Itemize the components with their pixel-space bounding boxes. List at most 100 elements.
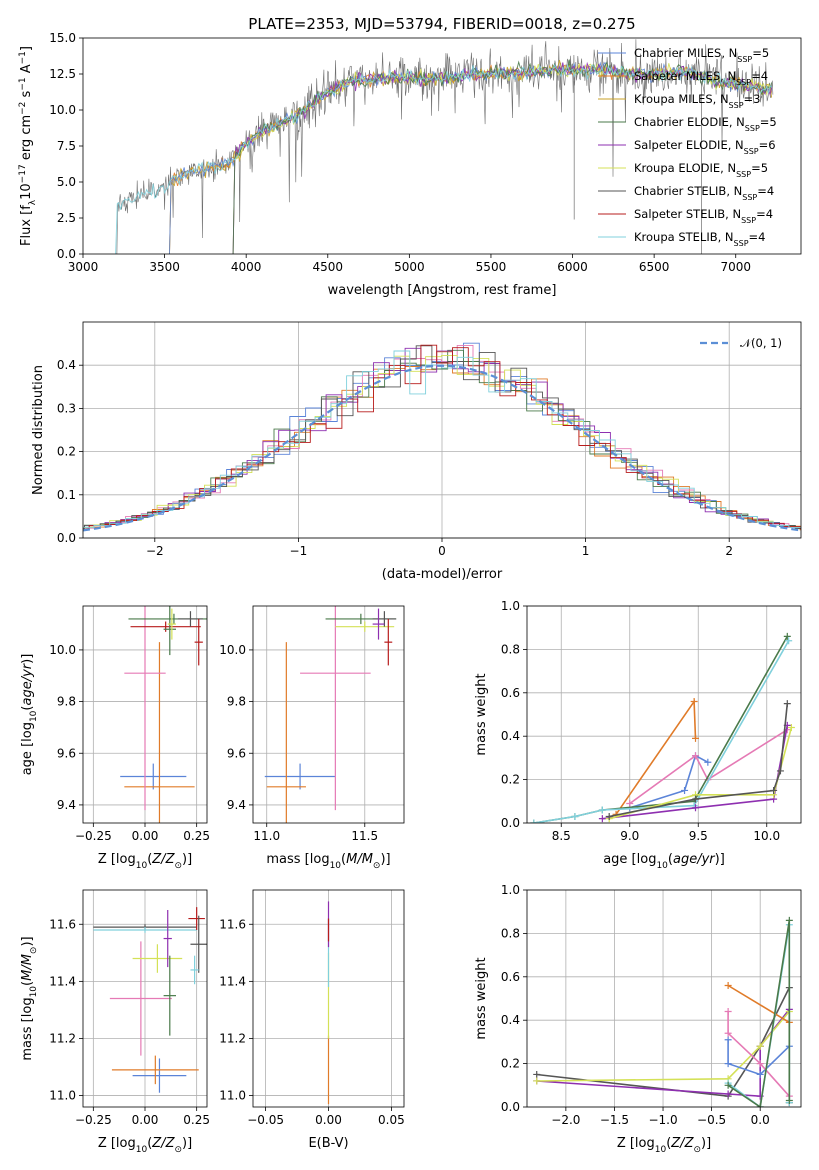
weight-point-7-0 [724,1081,732,1089]
x-axis-label: (data-model)/error [382,567,503,582]
x-axis-label: Z [log10(Z/Z⊙)] [98,852,192,871]
x-tick-label-4: 0.0 [751,1113,770,1127]
histograms [83,342,801,532]
weight-point-5-0 [724,1008,732,1016]
x-tick-label-1: 0.00 [132,1113,159,1127]
model-line-kroupa-miles [169,59,773,254]
x-tick-label-0: 3000 [68,260,99,274]
x-tick-label-1: 11.5 [351,829,378,843]
x-tick-label-7: 6500 [639,260,670,274]
y-tick-label-0: 9.4 [57,798,76,812]
y-tick-label-0: 0.0 [501,1100,520,1114]
legend-label-4: Salpeter ELODIE, NSSP=6 [634,138,776,156]
ticks: −2.0 −1.5 −1.0 −0.5 0.0 0.0 0.2 0.4 0.6 0.8 1.0 [501,883,770,1127]
y-tick-label-3: 11.6 [219,917,246,931]
x-tick-label-0: 8.5 [552,829,571,843]
x-tick-label-0: −2.0 [551,1113,580,1127]
x-tick-label-3: 4500 [312,260,343,274]
x-tick-label-4: 2 [725,544,733,558]
y-tick-label-2: 0.2 [57,445,76,459]
observed-spectrum-line [115,39,774,254]
axes-frame [252,889,405,1108]
weight-point-7-0 [605,812,613,820]
ticks: −0.25 0.00 0.25 11.0 11.2 11.4 11.6 [49,917,210,1127]
chart-title: PLATE=2353, MJD=53794, FIBERID=0018, z=0… [248,15,635,33]
weight-point-5-2 [756,1060,764,1068]
weight-point-2-1 [692,752,700,760]
weight-series-7 [727,920,791,1107]
ticks: 8.5 9.0 9.5 10.0 0.0 0.2 0.4 0.6 0.8 1.0 [501,599,780,843]
weight-point-5-0 [598,815,606,823]
x-axis-label: age [log10(age/yr)] [603,852,725,871]
y-tick-label-3: 0.3 [57,401,76,415]
y-tick-label-4: 0.8 [501,642,520,656]
y-axis-label: Flux [fλ10−17 erg cm−2 s−1 A−1] [18,46,38,246]
weight-point-3-4 [783,632,791,640]
weight-series-3 [727,984,790,1024]
legend-label-7: Salpeter STELIB, NSSP=4 [634,207,773,225]
y-tick-label-4: 0.4 [57,358,76,372]
error-bars [264,606,397,823]
x-tick-label-0: −0.25 [75,1113,112,1127]
x-tick-label-0: −0.05 [247,1113,284,1127]
age_vs_Z-panel: −0.25 0.00 0.25 9.4 9.6 9.8 10.0 Z [log10(Z/Z⊙)… [20,605,210,871]
x-tick-label-8: 7000 [720,260,751,274]
weight-point-7-1 [756,1103,764,1107]
spectrum-data [115,39,774,254]
y-tick-label-1: 0.2 [501,773,520,787]
y-tick-label-1: 2.5 [57,211,76,225]
y-tick-label-2: 5.0 [57,175,76,189]
weight-point-7-1 [692,795,700,803]
y-tick-label-5: 1.0 [501,599,520,613]
weight-point-2-2 [756,1042,764,1050]
weight-series-5 [727,1011,790,1097]
x-tick-label-2: 0.25 [183,1113,210,1127]
weight-point-4-0 [724,1036,732,1044]
y-tick-label-1: 11.2 [49,1031,76,1045]
legend-label-6: Chabrier STELIB, NSSP=4 [634,184,774,202]
y-tick-label-3: 0.6 [501,686,520,700]
legend-label-3: Chabrier ELODIE, NSSP=5 [634,115,777,133]
legend-label-2: Kroupa MILES, NSSP=3 [634,92,760,110]
y-tick-label-3: 7.5 [57,139,76,153]
x-tick-label-1: 3500 [149,260,180,274]
weight-point-5-1 [692,804,700,812]
weight-series-5 [602,725,789,820]
y-tick-label-5: 12.5 [49,67,76,81]
weight-point-4-1 [571,812,579,820]
y-axis-label: mass [log10(M/M⊙)] [20,936,39,1060]
weight-point-7-2 [770,786,778,794]
weight-series-2 [629,729,788,805]
mass_vs_EBV-panel: −0.05 0.00 0.05 11.0 11.2 11.4 11.6 E(B-V) [219,889,405,1151]
ticks: −0.05 0.00 0.05 11.0 11.2 11.4 11.6 [219,917,404,1127]
y-tick-label-3: 11.6 [49,917,76,931]
y-tick-label-0: 0.0 [57,531,76,545]
legend-label-normal: 𝒩(0, 1) [740,336,782,350]
x-tick-label-2: 0 [438,544,446,558]
weight-point-7-4 [783,700,791,708]
weight-point-0-2 [692,734,700,742]
histogram-step-2 [83,344,801,529]
y-tick-label-2: 11.4 [49,974,76,988]
x-tick-label-2: 0.05 [378,1113,405,1127]
weight-point-4-4 [785,637,793,645]
error-bars [120,606,207,823]
y-tick-label-2: 0.4 [501,1013,520,1027]
y-tick-label-1: 0.2 [501,1057,520,1071]
axes-frame [82,889,208,1108]
axes-frame [82,37,802,255]
y-axis-label: Normed distribution [31,365,46,495]
y-axis-label: age [log10(age/yr)] [20,654,39,776]
y-tick-label-6: 15.0 [49,31,76,45]
weight-lines [533,916,793,1107]
axes-frame [526,605,802,824]
histogram-step-8 [83,350,801,529]
y-tick-label-0: 9.4 [227,798,246,812]
x-tick-label-1: 9.0 [620,829,639,843]
normal-curve-line [83,364,801,532]
y-tick-label-4: 0.8 [501,926,520,940]
y-tick-label-2: 0.4 [501,729,520,743]
weight_vs_age-panel: 8.5 9.0 9.5 10.0 0.0 0.2 0.4 0.6 0.8 1.0 age [log1… [474,599,802,871]
y-tick-label-0: 0.0 [57,247,76,261]
y-axis-label: mass weight [474,673,489,755]
